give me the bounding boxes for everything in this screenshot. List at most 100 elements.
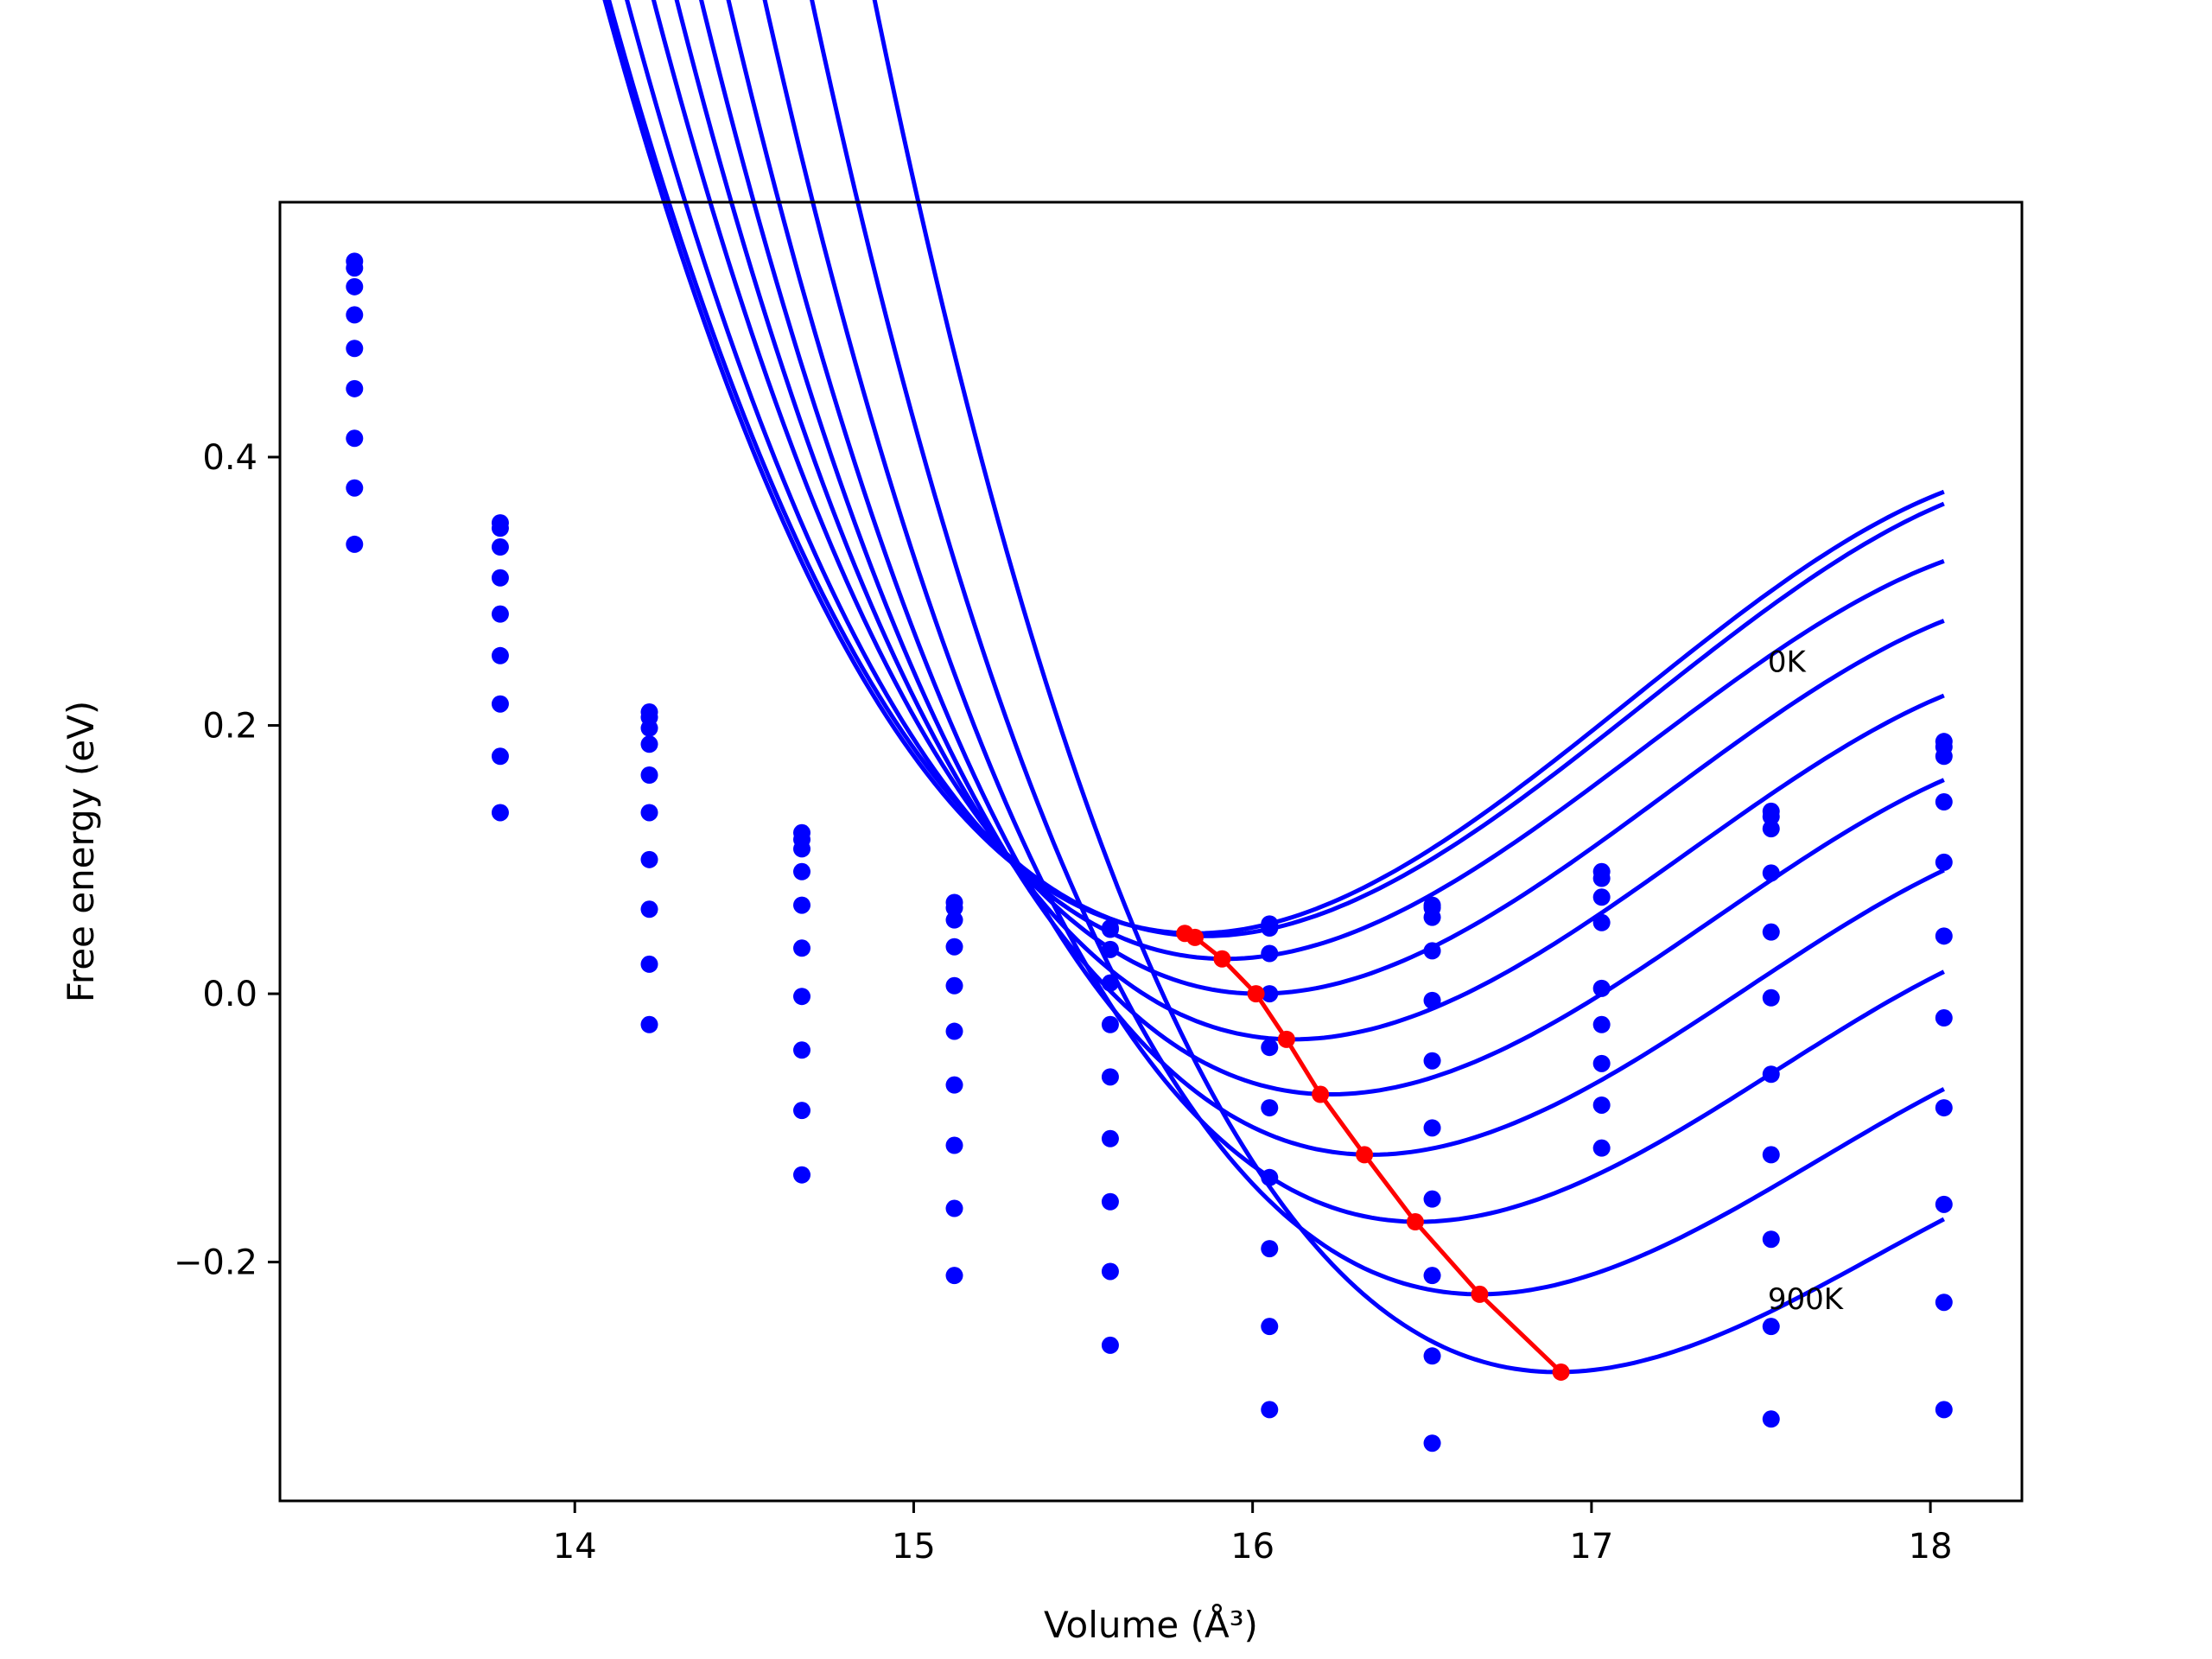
x-tick-label: 17 — [1569, 1527, 1613, 1567]
fit-curve-6 — [726, 0, 1945, 1157]
data-point — [346, 277, 364, 296]
data-point — [491, 519, 509, 537]
data-point — [640, 955, 658, 973]
data-point — [793, 840, 811, 858]
equilibrium-line — [1176, 925, 1570, 1381]
data-point — [640, 719, 658, 737]
data-point — [1101, 1262, 1119, 1281]
data-point — [1423, 1267, 1441, 1285]
data-point — [1935, 1099, 1953, 1117]
data-point — [1261, 1240, 1279, 1258]
data-point — [1261, 919, 1279, 938]
data-point — [1261, 1099, 1279, 1117]
fit-curve-5 — [699, 0, 1945, 1097]
y-axis-label: Free energy (eV) — [60, 701, 102, 1003]
data-point — [346, 340, 364, 358]
data-point — [640, 804, 658, 822]
data-point — [945, 976, 963, 995]
data-point — [1101, 974, 1119, 992]
data-point — [945, 938, 963, 956]
data-point — [1935, 1294, 1953, 1312]
data-point — [1423, 1347, 1441, 1365]
data-point — [1592, 1096, 1611, 1114]
y-tick-label: 0.0 — [202, 975, 257, 1014]
x-tick-label: 14 — [553, 1527, 597, 1567]
annotation-900k: 900K — [1768, 1282, 1845, 1317]
data-point — [793, 988, 811, 1006]
data-point — [1592, 979, 1611, 997]
data-point — [491, 646, 509, 664]
data-point — [1423, 991, 1441, 1009]
data-point — [1423, 1434, 1441, 1452]
data-point — [945, 899, 963, 917]
data-point — [1592, 913, 1611, 931]
data-point — [1423, 1119, 1441, 1137]
data-point — [1261, 944, 1279, 963]
equilibrium-point — [1185, 928, 1204, 946]
data-point — [640, 1015, 658, 1033]
data-point — [1592, 1015, 1611, 1033]
data-point — [1261, 1318, 1279, 1336]
equilibrium-point — [1312, 1085, 1330, 1103]
annotation-0k: 0K — [1768, 645, 1808, 679]
fit-curves — [602, 0, 1945, 1375]
data-point — [640, 735, 658, 753]
data-point — [346, 306, 364, 324]
x-tick-label: 15 — [892, 1527, 936, 1567]
fit-curve-3 — [651, 0, 1945, 996]
data-point — [1935, 1195, 1953, 1213]
data-point — [793, 1166, 811, 1184]
data-point — [945, 1136, 963, 1154]
data-point — [1592, 1054, 1611, 1072]
y-tick-label: 0.4 — [202, 438, 257, 478]
data-point — [1101, 920, 1119, 938]
data-point — [1935, 927, 1953, 945]
data-point — [793, 1041, 811, 1059]
data-point — [491, 747, 509, 766]
data-point — [945, 1199, 963, 1217]
data-point — [945, 1267, 963, 1285]
data-point — [1101, 940, 1119, 958]
data-point — [793, 862, 811, 880]
data-point — [1762, 820, 1780, 838]
data-point — [945, 911, 963, 929]
data-point — [1762, 1065, 1780, 1084]
data-point — [793, 939, 811, 957]
data-point — [1762, 1146, 1780, 1164]
data-point — [1423, 1052, 1441, 1070]
data-point — [1762, 1230, 1780, 1249]
equilibrium-point — [1277, 1030, 1295, 1048]
data-point — [1935, 1009, 1953, 1027]
data-point — [346, 535, 364, 553]
data-point — [346, 429, 364, 448]
y-tick-label: 0.2 — [202, 707, 257, 747]
data-point — [1592, 869, 1611, 887]
equilibrium-point — [1406, 1213, 1424, 1231]
fit-curve-2 — [625, 0, 1945, 962]
data-point — [945, 1076, 963, 1094]
data-point — [491, 569, 509, 587]
data-point — [1935, 747, 1953, 766]
fit-curve-7 — [762, 0, 1945, 1224]
data-point — [793, 1102, 811, 1120]
data-point — [346, 479, 364, 497]
data-point — [1762, 988, 1780, 1007]
data-points — [346, 252, 1953, 1452]
data-point — [1101, 1068, 1119, 1086]
data-point — [1101, 1129, 1119, 1147]
data-point — [1762, 864, 1780, 882]
data-point — [640, 900, 658, 918]
data-point — [1592, 1139, 1611, 1157]
data-point — [1762, 1318, 1780, 1336]
data-point — [491, 804, 509, 822]
data-point — [1261, 1401, 1279, 1419]
data-point — [1762, 1410, 1780, 1428]
y-axis-ticks: −0.2 0.0 0.2 0.4 — [174, 438, 280, 1283]
data-point — [346, 379, 364, 397]
x-tick-label: 18 — [1909, 1527, 1953, 1567]
data-point — [1101, 1336, 1119, 1354]
data-point — [1423, 908, 1441, 926]
data-point — [640, 850, 658, 868]
fit-curve-8 — [810, 0, 1945, 1297]
data-point — [1261, 1168, 1279, 1186]
